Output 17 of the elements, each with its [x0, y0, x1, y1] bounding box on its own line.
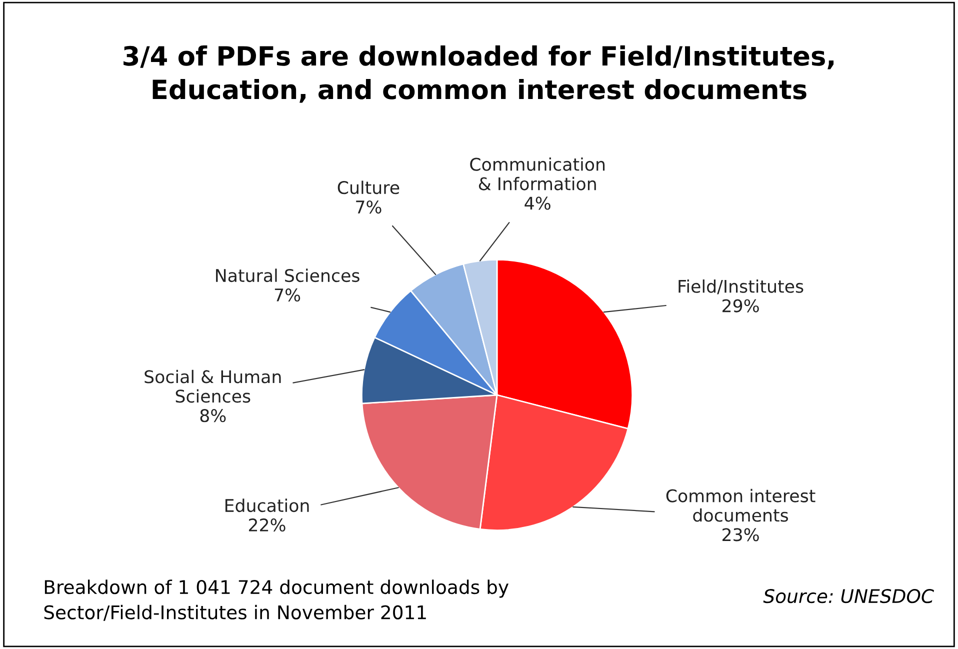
- data-label: 8%: [200, 409, 226, 422]
- slice-label: Common interest documents: [666, 488, 816, 522]
- data-label: 7%: [274, 288, 300, 302]
- data-label: 23%: [722, 528, 759, 542]
- data-label: 4%: [524, 196, 550, 210]
- slice-label: Culture: [338, 180, 400, 194]
- slice-label: Field/Institutes: [678, 279, 804, 294]
- slice-label: Communication & Information: [470, 157, 605, 190]
- data-label: 7%: [356, 200, 382, 214]
- source-note: Source: UNESDOC: [763, 589, 934, 604]
- slice-label: Natural Sciences: [216, 268, 360, 282]
- slice-label: Education: [225, 498, 309, 512]
- slice-label: Social & Human Sciences: [144, 370, 281, 403]
- text: Breakdown of 1 041 724 document downloads by Sector/Field-Institutes in November 2011: [44, 580, 509, 621]
- chart-title: 3/4 of PDFs are downloaded for Field/Institutes, Education, and common interest documents: [124, 45, 834, 103]
- data-label: 22%: [248, 518, 286, 532]
- data-label: 29%: [722, 299, 759, 312]
